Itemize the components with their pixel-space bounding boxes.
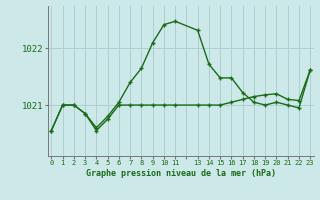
X-axis label: Graphe pression niveau de la mer (hPa): Graphe pression niveau de la mer (hPa) <box>86 169 276 178</box>
